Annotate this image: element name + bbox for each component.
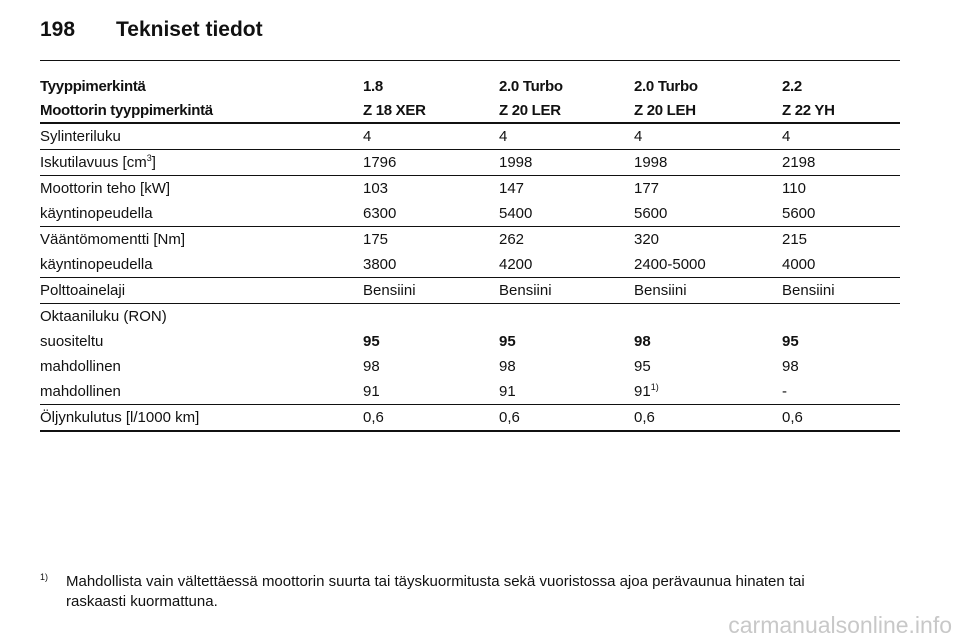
table-cell: Öljynkulutus [l/1000 km] [40, 409, 200, 426]
table-cell: 177 [634, 180, 660, 197]
table-cell: 95 [634, 358, 651, 375]
table-cell: 3800 [363, 256, 397, 273]
table-cell: Bensiini [634, 282, 687, 299]
table-cell: Iskutilavuus [cm3] [40, 150, 156, 175]
table-cell: 2400-5000 [634, 256, 706, 273]
table-cell: käyntinopeudella [40, 205, 153, 222]
table-cell: 5600 [782, 205, 816, 222]
table-cell: 175 [363, 231, 389, 248]
table-rule [40, 226, 900, 227]
table-cell: Z 22 YH [782, 102, 835, 119]
table-cell: Z 18 XER [363, 102, 426, 119]
table-cell: 1.8 [363, 78, 383, 95]
table-cell: 2.0 Turbo [634, 78, 698, 95]
table-cell: 5400 [499, 205, 533, 222]
footnote-text: Mahdollista vain vältettäessä moottorin … [66, 573, 805, 610]
table-cell: 0,6 [499, 409, 520, 426]
table-cell: 4 [782, 128, 791, 145]
cell-sup: 1) [650, 382, 659, 392]
table-cell: 320 [634, 231, 660, 248]
table-cell: 103 [363, 180, 389, 197]
table-cell: 2198 [782, 154, 816, 171]
table-cell: 95 [363, 333, 380, 350]
table-cell: 5600 [634, 205, 668, 222]
cell-after: ] [151, 154, 156, 171]
table-cell: mahdollinen [40, 383, 121, 400]
table-cell: 98 [363, 358, 380, 375]
table-rule [40, 122, 900, 124]
table-cell: Moottorin tyyppimerkintä [40, 102, 213, 119]
table-cell: 98 [782, 358, 799, 375]
table-cell: Vääntömomentti [Nm] [40, 231, 186, 248]
table-cell: 91 [499, 383, 516, 400]
table-cell: - [782, 383, 787, 400]
table-cell: Tyyppimerkintä [40, 78, 146, 95]
cell-text: Iskutilavuus [cm [40, 154, 147, 171]
footnote-marker: 1) [40, 572, 49, 582]
table-cell: 95 [782, 333, 799, 350]
page-number: 198 [40, 18, 76, 41]
table-rule [40, 303, 900, 304]
table-cell: käyntinopeudella [40, 256, 153, 273]
table-cell: 4 [499, 128, 508, 145]
table-cell: 4 [634, 128, 643, 145]
table-rule [40, 430, 900, 432]
table-cell: 147 [499, 180, 525, 197]
table-cell: mahdollinen [40, 358, 121, 375]
table-cell: 1998 [634, 154, 668, 171]
table-cell: 1998 [499, 154, 533, 171]
table-cell: 4200 [499, 256, 533, 273]
cell-sup: 3 [146, 153, 152, 163]
cell-text: 91 [634, 383, 651, 400]
table-rule [40, 404, 900, 405]
top-rule [40, 60, 900, 61]
page-title: Tekniset tiedot [116, 18, 263, 41]
table-cell: Sylinteriluku [40, 128, 121, 145]
table-cell: 95 [499, 333, 516, 350]
table-cell: 4000 [782, 256, 816, 273]
table-cell: Bensiini [363, 282, 416, 299]
table-cell: 6300 [363, 205, 397, 222]
table-cell: Bensiini [782, 282, 835, 299]
table-cell: 4 [363, 128, 372, 145]
table-cell: 911) [634, 379, 659, 404]
table-cell: 98 [499, 358, 516, 375]
table-cell: 1796 [363, 154, 397, 171]
table-cell: 0,6 [634, 409, 655, 426]
table-cell: Polttoainelaji [40, 282, 126, 299]
table-cell: 2.0 Turbo [499, 78, 563, 95]
table-cell: 91 [363, 383, 380, 400]
table-cell: suositeltu [40, 333, 104, 350]
table-cell: Moottorin teho [kW] [40, 180, 171, 197]
table-rule [40, 175, 900, 176]
table-cell: 0,6 [782, 409, 803, 426]
table-cell: 110 [782, 180, 806, 197]
table-cell: 2.2 [782, 78, 802, 95]
table-cell: 262 [499, 231, 525, 248]
table-rule [40, 149, 900, 150]
table-cell: Oktaaniluku (RON) [40, 308, 167, 325]
table-cell: 215 [782, 231, 808, 248]
table-cell: 0,6 [363, 409, 384, 426]
table-rule [40, 277, 900, 278]
watermark: carmanualsonline.info [728, 612, 952, 638]
table-cell: Bensiini [499, 282, 552, 299]
table-cell: 98 [634, 333, 651, 350]
table-cell: Z 20 LER [499, 102, 561, 119]
table-cell: Z 20 LEH [634, 102, 696, 119]
